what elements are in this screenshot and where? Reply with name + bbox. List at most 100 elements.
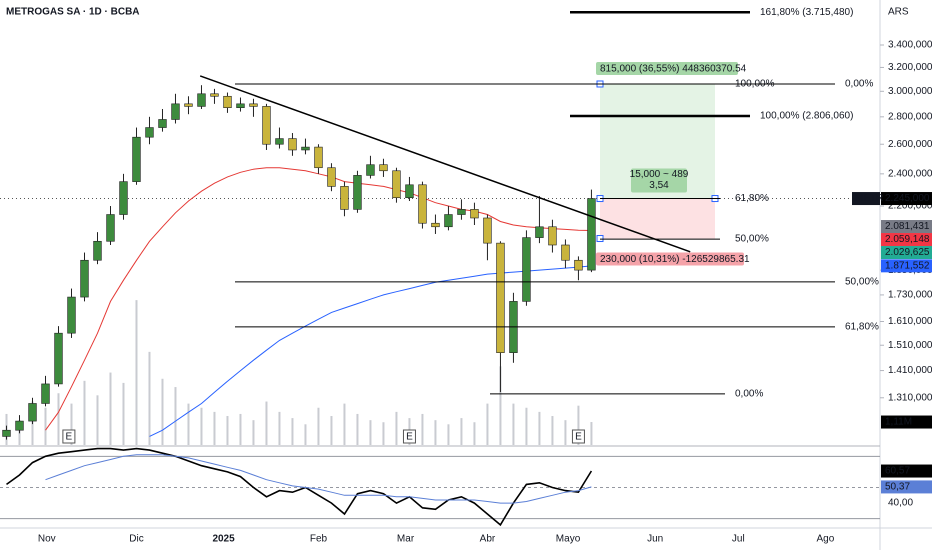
y-tick-label: 2.800,000 <box>888 111 932 122</box>
y-tick-label: 1.310,000 <box>888 392 932 403</box>
volume-bar <box>395 411 398 445</box>
candle-body <box>2 429 11 437</box>
volume-bar <box>226 416 229 445</box>
volume-bar <box>590 422 593 445</box>
volume-bar <box>44 407 47 445</box>
x-tick-label: Jul <box>732 534 745 545</box>
y-tick-label: 3.200,000 <box>888 62 932 73</box>
volume-bar <box>161 378 164 445</box>
candle-body <box>314 146 323 169</box>
trendline <box>199 75 691 253</box>
chart-title: METROGAS SA · 1D · BCBA <box>6 7 140 18</box>
symbol-tag-bg <box>852 192 880 206</box>
target-label-bg <box>596 61 738 75</box>
x-tick-label: Dic <box>129 534 143 545</box>
center-label: 3,54 <box>649 180 669 191</box>
candle-body <box>106 214 115 242</box>
x-tick-label: Abr <box>480 534 496 545</box>
fib-label: 61,80% <box>735 193 769 204</box>
volume-bar <box>434 420 437 445</box>
x-tick-label: Ago <box>817 534 835 545</box>
volume-bar <box>317 407 320 445</box>
volume-bar <box>447 424 450 445</box>
candle-body <box>431 222 440 228</box>
candle-body <box>340 186 349 210</box>
candle-body <box>15 420 24 431</box>
volume-tag: 1,11M <box>885 417 912 428</box>
candle-body <box>54 332 63 385</box>
volume-bar <box>356 413 359 445</box>
volume-bar <box>174 387 177 445</box>
candle-body <box>41 383 50 404</box>
price-tag: 1.871,552 <box>885 260 930 271</box>
candle-body <box>405 184 414 199</box>
volume-bar <box>564 420 567 445</box>
y-tick-label: 2.200,000 <box>888 201 932 212</box>
stop-label-bg <box>596 252 744 266</box>
candle-body <box>223 95 232 108</box>
price-tag-bg <box>881 259 932 273</box>
target-label: 815,000 (36,55%) 448360370.54 <box>600 64 747 75</box>
currency: ARS <box>888 7 909 18</box>
candle-body <box>93 240 102 261</box>
rsi-tag-bg <box>881 464 932 478</box>
event-box <box>402 429 416 444</box>
volume-bar <box>460 418 463 445</box>
candle-body <box>119 181 128 215</box>
volume-bar <box>148 351 151 445</box>
candle-body <box>392 170 401 199</box>
candle-body <box>496 242 505 353</box>
volume-bar <box>330 416 333 445</box>
volume-bar <box>577 405 580 445</box>
fib-label: 50,00% <box>735 234 769 245</box>
candle-body <box>249 103 258 107</box>
rsi-tag: 60,57 <box>885 466 910 477</box>
candle-body <box>236 103 245 108</box>
candle-body <box>197 93 206 107</box>
price-tag-bg <box>881 246 932 260</box>
candle-body <box>470 209 479 219</box>
price-tag: 2.029,625 <box>885 247 930 258</box>
fib-label: 50,00% <box>845 277 879 288</box>
fib-label: 0,00% <box>845 79 873 90</box>
candle-body <box>80 259 89 298</box>
candle-body <box>145 127 154 138</box>
x-tick-label: Feb <box>310 534 328 545</box>
candle-body <box>522 237 531 302</box>
volume-bar <box>304 424 307 445</box>
volume-bar <box>122 382 125 445</box>
volume-bar <box>200 407 203 445</box>
candle-body <box>275 138 284 145</box>
candle-body <box>535 226 544 238</box>
volume-bar <box>538 411 541 445</box>
rsi-tag: 50,37 <box>885 482 910 493</box>
volume-bar <box>213 411 216 445</box>
center-label: 15,000 ~ 489 <box>630 169 689 180</box>
candle-body <box>210 93 219 97</box>
handle <box>596 235 604 243</box>
candle-body <box>379 164 388 172</box>
candle-body <box>67 296 76 334</box>
volume-bar <box>343 403 346 445</box>
candle-body <box>184 103 193 107</box>
event-box <box>62 429 76 444</box>
x-tick-label: Mar <box>397 534 415 545</box>
y-tick-label: 3.400,000 <box>888 40 932 51</box>
stop-label: 230,000 (10,31%) -126529865.31 <box>600 254 750 265</box>
rsi-tag-bg <box>881 480 932 494</box>
volume-bar <box>70 403 73 445</box>
price-tag-bg <box>881 192 932 206</box>
volume-bar <box>109 372 112 445</box>
volume-bar <box>473 422 476 445</box>
fib-label: 161,80% (3.715,480) <box>760 7 853 18</box>
center-label-bg <box>631 168 687 193</box>
volume-bar <box>499 366 502 445</box>
y-tick-label: 1.730,000 <box>888 290 932 301</box>
price-tag: 2.245,000 <box>885 193 930 204</box>
rsi-tick-label: 40,00 <box>888 498 913 509</box>
volume-bar <box>486 403 489 445</box>
y-tick-label: 1.410,000 <box>888 365 932 376</box>
volume-bar <box>252 420 255 445</box>
candle-body <box>288 138 297 151</box>
